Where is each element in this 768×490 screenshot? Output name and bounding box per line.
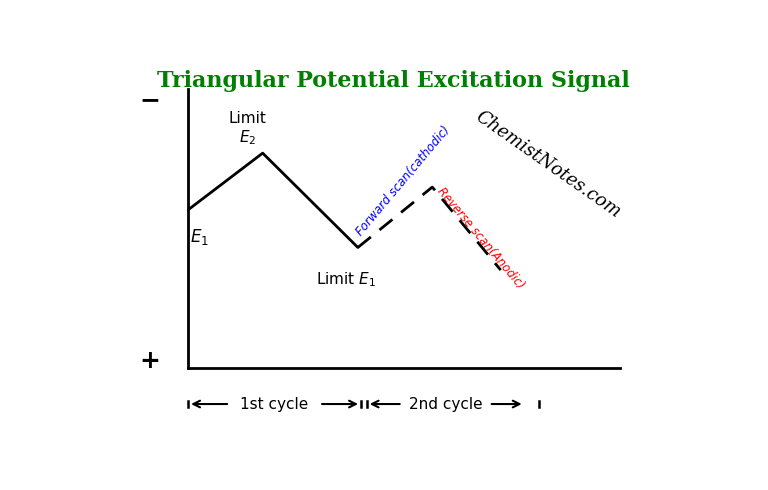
- Text: −: −: [139, 88, 160, 112]
- Text: $\mathit{E}_1$: $\mathit{E}_1$: [190, 227, 209, 246]
- Text: Forward scan(cathodic): Forward scan(cathodic): [354, 123, 453, 238]
- Text: Limit $\mathit{E}_1$: Limit $\mathit{E}_1$: [316, 270, 376, 289]
- Text: 1st cycle: 1st cycle: [240, 396, 309, 412]
- Text: 2nd cycle: 2nd cycle: [409, 396, 482, 412]
- Text: Limit
$\mathit{E}_2$: Limit $\mathit{E}_2$: [229, 111, 266, 147]
- Text: +: +: [139, 349, 160, 372]
- Text: Triangular Potential Excitation Signal: Triangular Potential Excitation Signal: [157, 70, 630, 92]
- Text: Reverse scan(Anodic): Reverse scan(Anodic): [434, 185, 527, 292]
- Text: ChemistNotes.com: ChemistNotes.com: [472, 107, 624, 221]
